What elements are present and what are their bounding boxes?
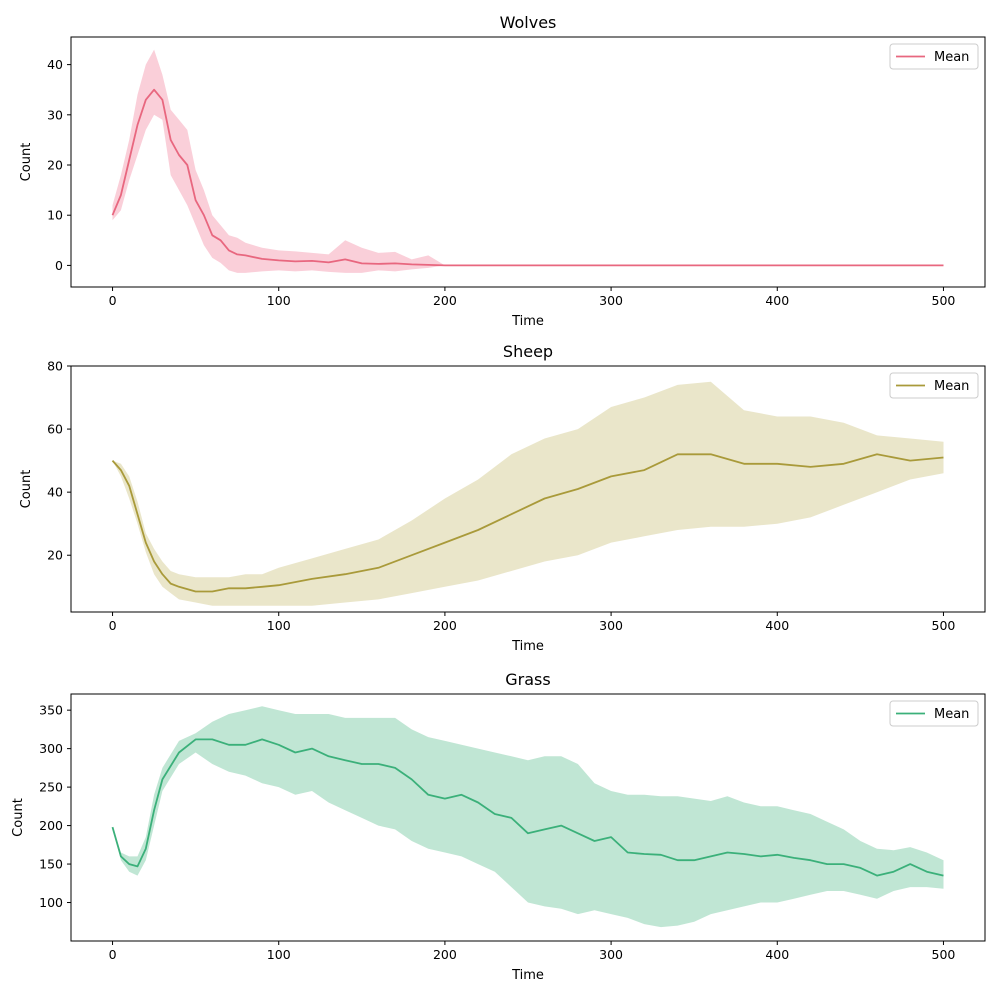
mean-line bbox=[111, 453, 944, 593]
chart-title: Grass bbox=[505, 670, 550, 689]
y-tick-label: 40 bbox=[47, 57, 63, 72]
y-tick-label: 0 bbox=[55, 258, 63, 273]
y-tick-label: 250 bbox=[39, 780, 63, 795]
legend-label: Mean bbox=[934, 707, 969, 722]
y-tick-label: 200 bbox=[39, 818, 63, 833]
axes-frame bbox=[70, 36, 986, 288]
band-area bbox=[112, 706, 944, 928]
y-tick-label: 350 bbox=[39, 703, 63, 718]
x-tick-label: 0 bbox=[109, 618, 117, 633]
y-axis-label: Count bbox=[11, 798, 26, 837]
x-tick-label: 400 bbox=[765, 947, 789, 962]
x-tick-label: 300 bbox=[599, 293, 623, 308]
legend: Mean bbox=[889, 43, 979, 70]
x-tick-label: 100 bbox=[267, 293, 291, 308]
y-tick-label: 80 bbox=[47, 359, 63, 374]
panel-sheep: 0 100 200 300 400 500 20 40 60 80 Sheep Time Count Me… bbox=[19, 342, 986, 654]
chart-title: Wolves bbox=[500, 13, 557, 32]
axes-frame bbox=[70, 693, 986, 942]
x-tick-label: 300 bbox=[599, 618, 623, 633]
x-axis-label: Time bbox=[511, 639, 544, 654]
legend: Mean bbox=[889, 700, 979, 727]
x-tick-label: 0 bbox=[109, 293, 117, 308]
y-tick-label: 100 bbox=[39, 895, 63, 910]
band-area bbox=[112, 49, 944, 273]
x-tick-label: 500 bbox=[932, 947, 956, 962]
legend: Mean bbox=[889, 372, 979, 399]
y-tick-label: 300 bbox=[39, 741, 63, 756]
axes-frame bbox=[70, 365, 986, 613]
y-tick-label: 20 bbox=[47, 158, 63, 173]
legend-box bbox=[889, 700, 979, 727]
y-tick-label: 20 bbox=[47, 548, 63, 563]
chart-title: Sheep bbox=[503, 342, 553, 361]
panel-wolves: 0 100 200 300 400 500 0 10 20 30 40 Wolves Time Count… bbox=[19, 13, 986, 329]
band-area bbox=[112, 381, 944, 606]
y-tick-label: 10 bbox=[47, 208, 63, 223]
x-tick-label: 100 bbox=[267, 618, 291, 633]
y-tick-label: 30 bbox=[47, 107, 63, 122]
y-axis-label: Count bbox=[19, 470, 34, 509]
x-tick-label: 200 bbox=[433, 293, 457, 308]
legend-label: Mean bbox=[934, 379, 969, 394]
x-tick-label: 500 bbox=[932, 618, 956, 633]
legend-box bbox=[889, 372, 979, 399]
panel-grass: 0 100 200 300 400 500 100 150 200 250 300 350 Grass T… bbox=[11, 670, 986, 983]
x-tick-label: 400 bbox=[765, 293, 789, 308]
legend-box bbox=[889, 43, 979, 70]
legend-label: Mean bbox=[934, 50, 969, 65]
mean-line bbox=[111, 88, 944, 267]
y-axis-label: Count bbox=[19, 143, 34, 182]
x-tick-label: 300 bbox=[599, 947, 623, 962]
y-tick-label: 150 bbox=[39, 857, 63, 872]
x-tick-label: 400 bbox=[765, 618, 789, 633]
mean-line bbox=[111, 738, 944, 877]
x-tick-label: 200 bbox=[433, 618, 457, 633]
x-tick-label: 200 bbox=[433, 947, 457, 962]
y-tick-label: 40 bbox=[47, 485, 63, 500]
x-tick-label: 500 bbox=[932, 293, 956, 308]
x-axis-label: Time bbox=[511, 314, 544, 329]
x-tick-label: 0 bbox=[109, 947, 117, 962]
x-axis-label: Time bbox=[511, 968, 544, 983]
y-tick-label: 60 bbox=[47, 422, 63, 437]
x-tick-label: 100 bbox=[267, 947, 291, 962]
